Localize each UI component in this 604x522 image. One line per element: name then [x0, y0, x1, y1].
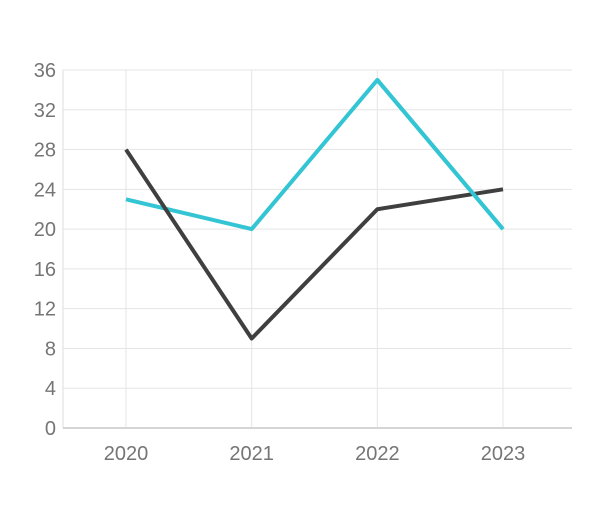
y-axis-tick-label: 0	[45, 418, 56, 440]
cyan-series-last-segment-overlay	[375, 78, 505, 231]
cyan-series-line	[125, 77, 505, 232]
y-axis-tick-label: 16	[34, 259, 56, 281]
y-axis-tick-label: 4	[45, 378, 56, 400]
y-axis-tick-label: 24	[34, 179, 56, 201]
y-axis-tick-label: 28	[34, 140, 56, 162]
y-axis-tick-label: 20	[34, 219, 56, 241]
y-axis-tick-label: 12	[34, 299, 56, 321]
y-axis-tick-label: 8	[45, 338, 56, 360]
x-axis-tick-label: 2023	[481, 443, 526, 465]
x-axis-tick-label: 2020	[104, 443, 149, 465]
y-axis-tick-label: 36	[34, 60, 56, 82]
y-axis-tick-label: 32	[34, 100, 56, 122]
dark-series-line	[124, 148, 504, 341]
x-axis-tick-label: 2021	[229, 443, 274, 465]
x-axis-tick-label: 2022	[355, 443, 400, 465]
